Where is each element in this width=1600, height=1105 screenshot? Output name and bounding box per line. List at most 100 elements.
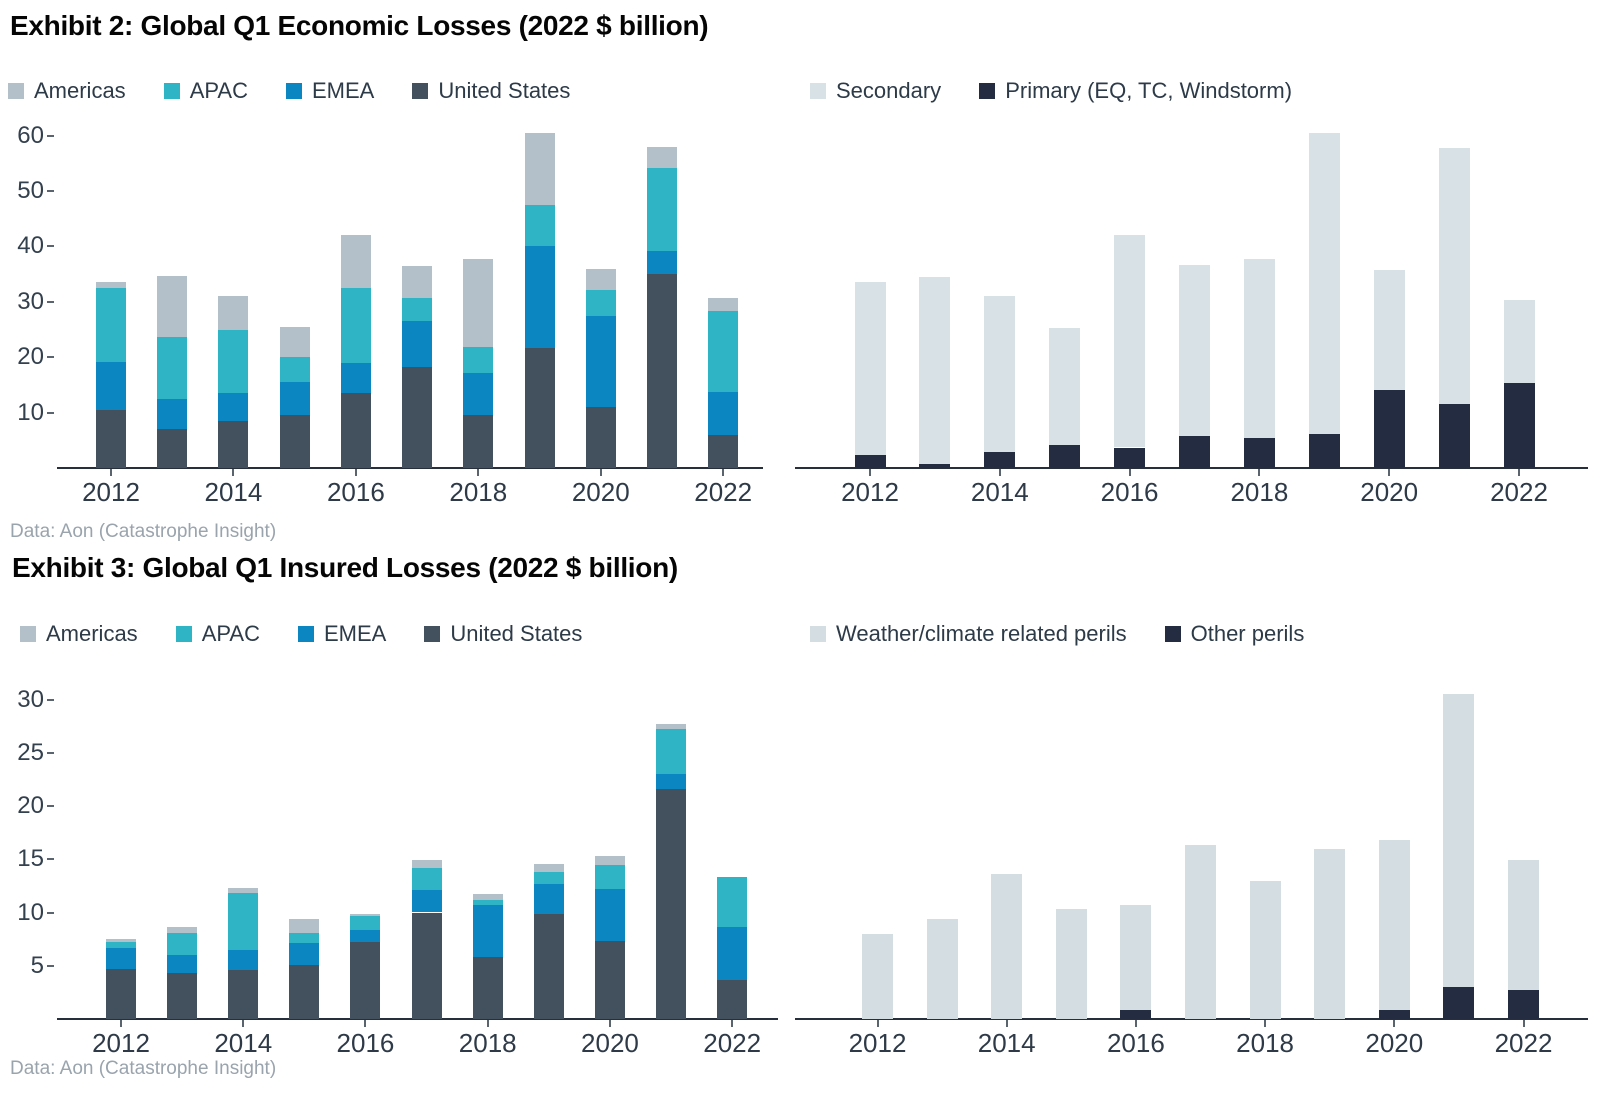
bar-segment xyxy=(708,434,739,468)
y-tick-label: 60 xyxy=(17,121,44,149)
x-tick-label: 2022 xyxy=(1494,1028,1553,1058)
bar-segment xyxy=(646,147,677,168)
legend-item: Americas xyxy=(20,621,138,647)
bar-segment xyxy=(106,939,136,943)
bar-segment xyxy=(96,362,126,411)
bar-segment xyxy=(1373,389,1405,468)
bar-segment xyxy=(717,927,748,980)
bar-segment xyxy=(1049,444,1081,468)
bar-segment xyxy=(1249,880,1281,1019)
bar-segment xyxy=(646,167,677,252)
legend-item: APAC xyxy=(163,78,248,104)
x-tick-mark xyxy=(608,1020,611,1027)
bar-segment xyxy=(1378,840,1410,1011)
bar-segment xyxy=(1185,845,1216,1019)
bar-segment xyxy=(524,347,555,468)
x-tick-mark xyxy=(1388,469,1391,476)
x-tick-mark xyxy=(722,469,725,476)
bar-segment xyxy=(1120,905,1152,1011)
bar-segment xyxy=(472,899,503,906)
bar-segment xyxy=(402,367,433,468)
x-tick-mark xyxy=(486,1020,489,1027)
bar-segment xyxy=(708,391,739,435)
y-tick-mark xyxy=(47,134,54,137)
x-tick-label: 2020 xyxy=(1360,477,1419,507)
x-tick-mark xyxy=(232,469,235,476)
x-tick-mark xyxy=(120,1020,122,1027)
bar-segment xyxy=(533,872,564,884)
bar-segment xyxy=(472,957,503,1019)
legend-swatch-icon xyxy=(810,83,826,99)
legend-item: EMEA xyxy=(285,78,375,104)
y-tick-label: 30 xyxy=(17,287,44,315)
legend-label: United States xyxy=(450,621,583,646)
exhibit3-title: Exhibit 3: Global Q1 Insured Losses (202… xyxy=(12,552,678,583)
y-tick-label: 25 xyxy=(17,738,44,766)
x-axis-line xyxy=(795,467,1588,469)
bar-segment xyxy=(1120,1010,1152,1019)
legend-item: Secondary xyxy=(810,78,941,104)
bar-segment xyxy=(585,315,616,408)
bar-segment xyxy=(1438,403,1470,468)
bar-segment xyxy=(411,912,442,1019)
x-tick-label: 2016 xyxy=(1100,477,1159,507)
legend-item: Weather/climate related perils xyxy=(810,621,1127,647)
exhibit2-peril-legend: Secondary Primary (EQ, TC, Windstorm) xyxy=(810,78,1292,104)
bar-segment xyxy=(96,410,126,468)
bar-segment xyxy=(340,287,371,364)
y-tick-mark xyxy=(47,805,54,807)
bar-segment xyxy=(411,890,442,913)
y-tick-label: 20 xyxy=(17,343,44,371)
bar-segment xyxy=(350,929,381,943)
y-tick-mark xyxy=(47,964,54,967)
x-tick-mark xyxy=(1005,1020,1008,1027)
x-tick-mark xyxy=(1134,1020,1137,1027)
bar-segment xyxy=(463,372,494,415)
bar-segment xyxy=(1055,909,1087,1019)
legend-swatch-icon xyxy=(412,83,429,99)
bar-segment xyxy=(279,327,310,358)
exhibit2-source-note: Data: Aon (Catastrophe Insight) xyxy=(10,521,277,542)
bar-segment xyxy=(1373,269,1405,390)
bar-segment xyxy=(402,321,433,368)
bar-segment xyxy=(862,933,893,1019)
legend-item: Primary (EQ, TC, Windstorm) xyxy=(979,78,1292,104)
bar-segment xyxy=(472,905,503,958)
bar-segment xyxy=(411,860,442,868)
bar-segment xyxy=(228,970,259,1019)
legend-swatch-icon xyxy=(8,83,24,99)
x-tick-mark xyxy=(1128,469,1131,476)
y-tick-mark xyxy=(47,411,54,414)
legend-label: EMEA xyxy=(311,78,375,103)
bar-segment xyxy=(533,883,564,914)
bar-segment xyxy=(167,927,198,933)
bar-segment xyxy=(350,913,381,916)
x-tick-mark xyxy=(110,469,112,476)
x-tick-mark xyxy=(1258,469,1261,476)
bar-segment xyxy=(463,258,494,347)
bar-segment xyxy=(1378,1010,1410,1019)
x-axis-line xyxy=(57,467,763,469)
x-tick-label: 2020 xyxy=(571,477,630,507)
bar-segment xyxy=(218,421,249,468)
bar-segment xyxy=(1179,435,1210,468)
bar-segment xyxy=(533,863,564,873)
legend-swatch-icon xyxy=(424,626,441,642)
x-tick-mark xyxy=(998,469,1001,476)
bar-segment xyxy=(228,888,259,894)
bar-segment xyxy=(708,310,739,392)
x-tick-label: 2012 xyxy=(82,477,140,507)
x-tick-label: 2018 xyxy=(1230,477,1289,507)
y-tick-label: 5 xyxy=(30,951,44,979)
exhibit3-region-legend: Americas APAC EMEA United States xyxy=(20,621,582,647)
bar-segment xyxy=(1438,147,1470,404)
bar-segment xyxy=(919,276,951,465)
bar-segment xyxy=(1049,327,1081,445)
bar-segment xyxy=(167,973,198,1019)
x-tick-label: 2014 xyxy=(214,1028,273,1058)
x-tick-mark xyxy=(1522,1020,1525,1027)
x-tick-mark xyxy=(876,1020,879,1027)
bar-segment xyxy=(646,274,677,468)
bar-segment xyxy=(279,357,310,383)
exhibit2-title: Exhibit 2: Global Q1 Economic Losses (20… xyxy=(10,10,709,41)
